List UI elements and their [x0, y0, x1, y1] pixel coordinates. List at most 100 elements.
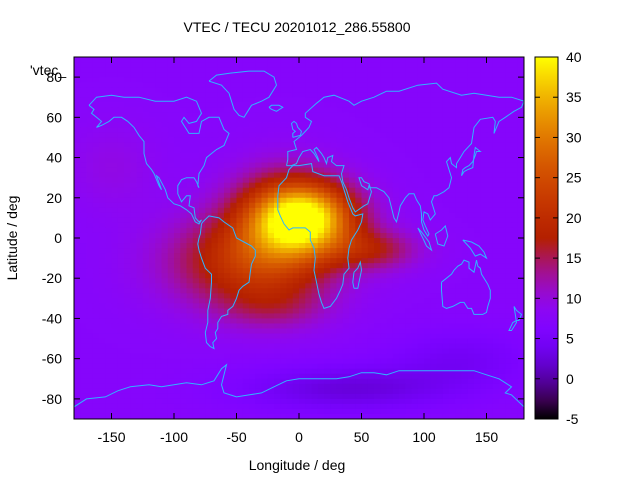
heatmap-cell [205, 57, 213, 63]
heatmap-cell [199, 273, 206, 279]
heatmap-cell [349, 67, 356, 73]
heatmap-cell [74, 112, 81, 118]
heatmap-cell [217, 67, 225, 73]
heatmap-cell [417, 192, 425, 199]
heatmap-cell [299, 348, 306, 355]
heatmap-cell [449, 152, 456, 159]
heatmap-cell [230, 303, 238, 309]
heatmap-cell [449, 313, 456, 320]
heatmap-cell [517, 278, 524, 284]
heatmap-cell [305, 373, 313, 380]
heatmap-cell [205, 182, 213, 189]
heatmap-cell [399, 373, 406, 380]
heatmap-cell [480, 162, 488, 169]
heatmap-cell [442, 328, 450, 335]
heatmap-cell [174, 328, 181, 335]
heatmap-cell [267, 197, 275, 204]
heatmap-cell [99, 157, 106, 164]
heatmap-cell [230, 217, 238, 224]
heatmap-cell [517, 177, 524, 184]
heatmap-cell [161, 107, 169, 113]
heatmap-cell [255, 383, 263, 390]
heatmap-cell [136, 273, 144, 279]
heatmap-cell [167, 308, 175, 315]
heatmap-cell [442, 152, 450, 159]
heatmap-cell [305, 288, 313, 294]
heatmap-cell [149, 368, 156, 375]
heatmap-cell [374, 227, 381, 234]
heatmap-cell [442, 107, 450, 113]
heatmap-cell [299, 102, 306, 108]
heatmap-cell [161, 268, 169, 274]
heatmap-cell [155, 248, 163, 254]
heatmap-cell [142, 152, 150, 159]
heatmap-cell [355, 192, 363, 199]
heatmap-cell [217, 177, 225, 184]
heatmap-cell [492, 388, 500, 395]
heatmap-cell [130, 258, 138, 264]
heatmap-cell [74, 398, 81, 405]
heatmap-cell [311, 67, 319, 73]
heatmap-cell [130, 238, 138, 244]
heatmap-cell [505, 142, 513, 149]
heatmap-cell [499, 117, 506, 123]
heatmap-cell [417, 112, 425, 118]
heatmap-cell [92, 313, 100, 320]
heatmap-cell [380, 248, 388, 254]
heatmap-cell [355, 333, 363, 340]
heatmap-cell [430, 202, 438, 209]
heatmap-cell [392, 298, 400, 304]
heatmap-cell [417, 162, 425, 169]
heatmap-cell [417, 132, 425, 139]
heatmap-cell [192, 323, 200, 330]
heatmap-cell [349, 87, 356, 93]
heatmap-cell [286, 177, 294, 184]
heatmap-cell [142, 82, 150, 88]
heatmap-cell [517, 373, 524, 380]
heatmap-cell [142, 383, 150, 390]
heatmap-cell [155, 398, 163, 405]
heatmap-cell [392, 222, 400, 229]
heatmap-cell [274, 278, 281, 284]
heatmap-cell [324, 373, 331, 380]
heatmap-cell [292, 132, 300, 139]
heatmap-cell [330, 398, 338, 405]
heatmap-cell [136, 137, 144, 144]
heatmap-cell [411, 373, 419, 380]
heatmap-cell [424, 313, 431, 320]
heatmap-cell [386, 232, 394, 239]
heatmap-cell [455, 248, 463, 254]
heatmap-cell [311, 182, 319, 189]
heatmap-cell [224, 248, 231, 254]
heatmap-cell [74, 283, 81, 289]
heatmap-cell [392, 87, 400, 93]
heatmap-cell [492, 147, 500, 154]
heatmap-cell [355, 162, 363, 169]
heatmap-cell [411, 298, 419, 304]
heatmap-cell [449, 182, 456, 189]
heatmap-cell [224, 157, 231, 164]
heatmap-cell [411, 67, 419, 73]
heatmap-cell [449, 268, 456, 274]
heatmap-cell [474, 323, 481, 330]
heatmap-cell [436, 202, 444, 209]
heatmap-cell [242, 358, 250, 365]
heatmap-cell [255, 92, 263, 98]
heatmap-cell [505, 343, 513, 350]
heatmap-cell [349, 268, 356, 274]
heatmap-cell [205, 172, 213, 179]
heatmap-cell [461, 232, 469, 239]
heatmap-cell [505, 393, 513, 400]
heatmap-cell [317, 192, 325, 199]
heatmap-cell [86, 343, 94, 350]
heatmap-cell [161, 82, 169, 88]
heatmap-cell [142, 353, 150, 360]
heatmap-cell [467, 92, 475, 98]
heatmap-cell [467, 157, 475, 164]
heatmap-cell [367, 122, 375, 128]
heatmap-cell [411, 177, 419, 184]
heatmap-cell [517, 268, 524, 274]
heatmap-cell [130, 308, 138, 315]
heatmap-cell [474, 127, 481, 134]
heatmap-cell [386, 162, 394, 169]
